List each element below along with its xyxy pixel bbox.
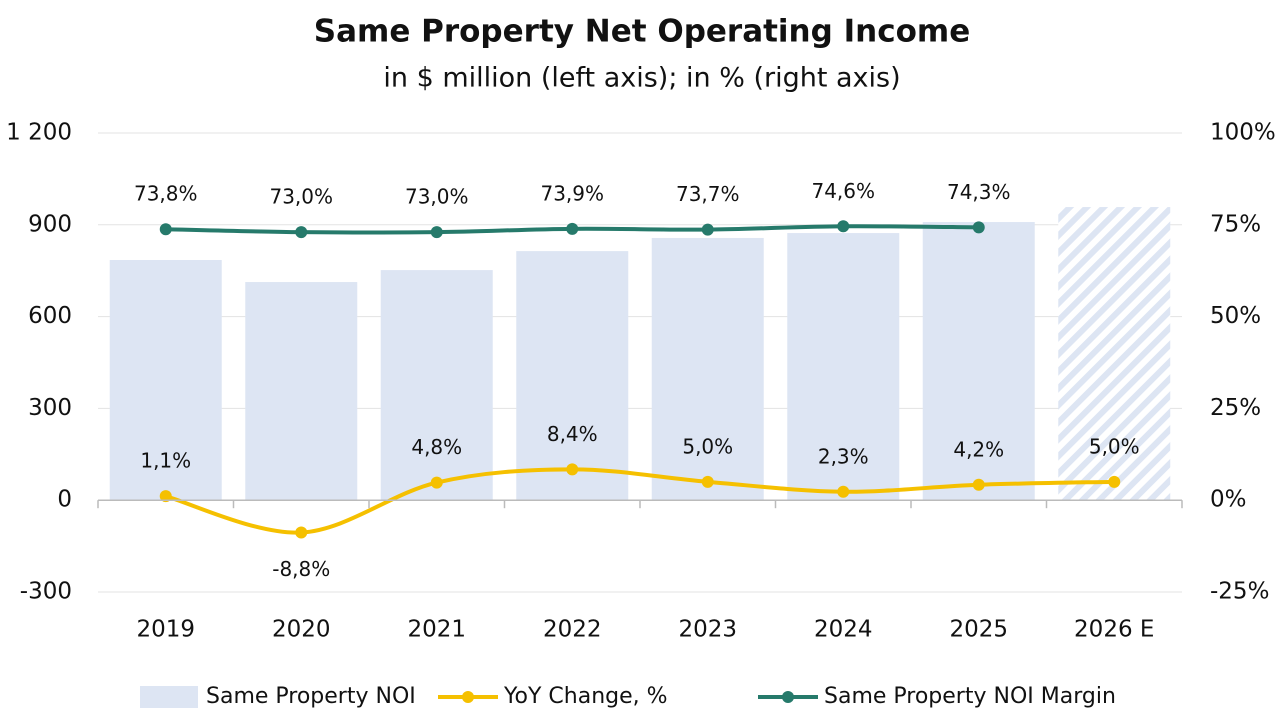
- data-label: 4,2%: [953, 437, 1004, 461]
- data-label: 74,3%: [947, 180, 1011, 204]
- x-tick-label: 2024: [814, 617, 873, 643]
- data-label: 5,0%: [682, 434, 733, 458]
- point: [566, 222, 579, 235]
- legend-label: Same Property NOI: [206, 684, 416, 709]
- point: [159, 223, 172, 236]
- data-label: 1,1%: [140, 449, 191, 473]
- y2-tick-label: 50%: [1210, 303, 1261, 329]
- point: [430, 226, 443, 239]
- point: [566, 463, 579, 476]
- data-label: 73,7%: [676, 182, 740, 206]
- legend-swatch: [462, 691, 474, 703]
- data-label: 4,8%: [411, 435, 462, 459]
- y2-tick-label: 0%: [1210, 487, 1247, 513]
- legend-swatch: [782, 691, 794, 703]
- y-tick-label: 900: [28, 211, 72, 237]
- data-label: 74,6%: [811, 179, 875, 203]
- point: [430, 476, 443, 489]
- x-tick-label: 2025: [949, 617, 1008, 643]
- point: [295, 226, 308, 239]
- y2-tick-label: 75%: [1210, 211, 1261, 237]
- bar: [787, 233, 900, 501]
- data-label: 73,9%: [540, 181, 604, 205]
- y-tick-label: 1 200: [6, 120, 72, 146]
- point: [972, 221, 985, 234]
- x-tick-label: 2023: [678, 617, 737, 643]
- bar: [109, 259, 222, 501]
- data-label: 73,8%: [134, 182, 198, 206]
- bar: [922, 222, 1035, 501]
- point: [701, 475, 714, 488]
- y-tick-label: 300: [28, 395, 72, 421]
- x-tick-label: 2021: [407, 617, 466, 643]
- x-tick-label: 2019: [136, 617, 195, 643]
- bar: [651, 237, 764, 501]
- bar: [380, 270, 493, 501]
- y-tick-label: 0: [57, 487, 72, 513]
- point: [1108, 475, 1121, 488]
- y-tick-label: 600: [28, 303, 72, 329]
- data-label: 8,4%: [547, 422, 598, 446]
- data-label: 73,0%: [269, 185, 333, 209]
- data-label: -8,8%: [272, 557, 330, 581]
- point: [972, 478, 985, 491]
- point: [701, 223, 714, 236]
- legend-label: Same Property NOI Margin: [824, 684, 1116, 709]
- bar: [516, 251, 629, 501]
- point: [837, 220, 850, 233]
- line: [165, 467, 1115, 535]
- point: [159, 490, 172, 503]
- legend-swatch: [140, 686, 198, 708]
- data-label: 5,0%: [1089, 434, 1140, 458]
- y2-tick-label: 100%: [1210, 120, 1276, 146]
- legend-label: YoY Change, %: [503, 684, 668, 709]
- y-tick-label: -300: [20, 579, 72, 605]
- x-tick-label: 2022: [543, 617, 602, 643]
- y2-tick-label: 25%: [1210, 395, 1261, 421]
- y2-tick-label: -25%: [1210, 579, 1269, 605]
- data-label: 2,3%: [818, 444, 869, 468]
- point: [837, 485, 850, 498]
- x-tick-label: 2020: [272, 617, 331, 643]
- bar: [1058, 207, 1171, 501]
- bar: [245, 282, 358, 501]
- chart-title: Same Property Net Operating Income: [314, 14, 970, 50]
- point: [295, 526, 308, 539]
- x-tick-label: 2026 E: [1074, 617, 1154, 643]
- data-label: 73,0%: [405, 185, 469, 209]
- chart-subtitle: in $ million (left axis); in % (right ax…: [383, 63, 900, 94]
